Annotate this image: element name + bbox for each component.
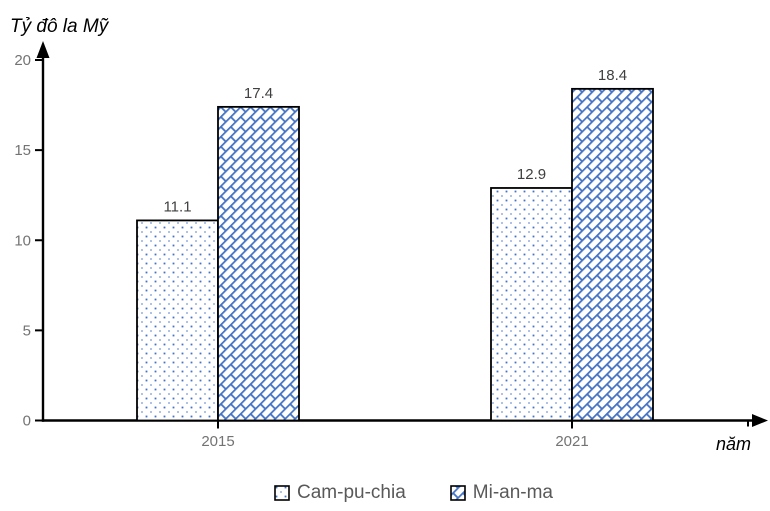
legend-item-campuchia: Cam-pu-chia [274,482,406,504]
y-axis-title: Tỷ đô la Mỹ [10,16,109,37]
bar-campuchia-2021 [490,187,573,422]
y-axis-arrow-icon [36,41,50,58]
legend-swatch-dots-icon [274,485,290,501]
bar-campuchia-2015 [136,219,219,422]
legend-item-mianma: Mi-an-ma [449,482,553,504]
bar-value-label: 11.1 [163,198,191,215]
x-tick-label: 2021 [555,433,588,450]
y-tick-label: 5 [23,322,31,339]
y-tick-label: 10 [14,232,31,249]
bar-value-label: 17.4 [244,85,273,102]
legend-label: Mi-an-ma [472,482,553,503]
chart-legend: Cam-pu-chia Mi-an-ma [274,482,553,504]
bar-mianma-2021 [571,87,654,422]
x-axis-arrow-icon [752,414,768,427]
bar-mianma-2015 [217,105,300,422]
legend-label: Cam-pu-chia [297,482,406,503]
y-tick-label: 0 [23,413,31,430]
y-tick-label: 15 [14,142,31,159]
legend-swatch-diagonal-weave-icon [449,485,466,501]
x-tick-label: 2015 [201,433,234,450]
x-axis-title: năm [716,434,752,454]
bar-value-label: 12.9 [517,166,546,183]
bar-value-label: 18.4 [598,67,627,84]
y-tick-label: 20 [14,52,31,69]
